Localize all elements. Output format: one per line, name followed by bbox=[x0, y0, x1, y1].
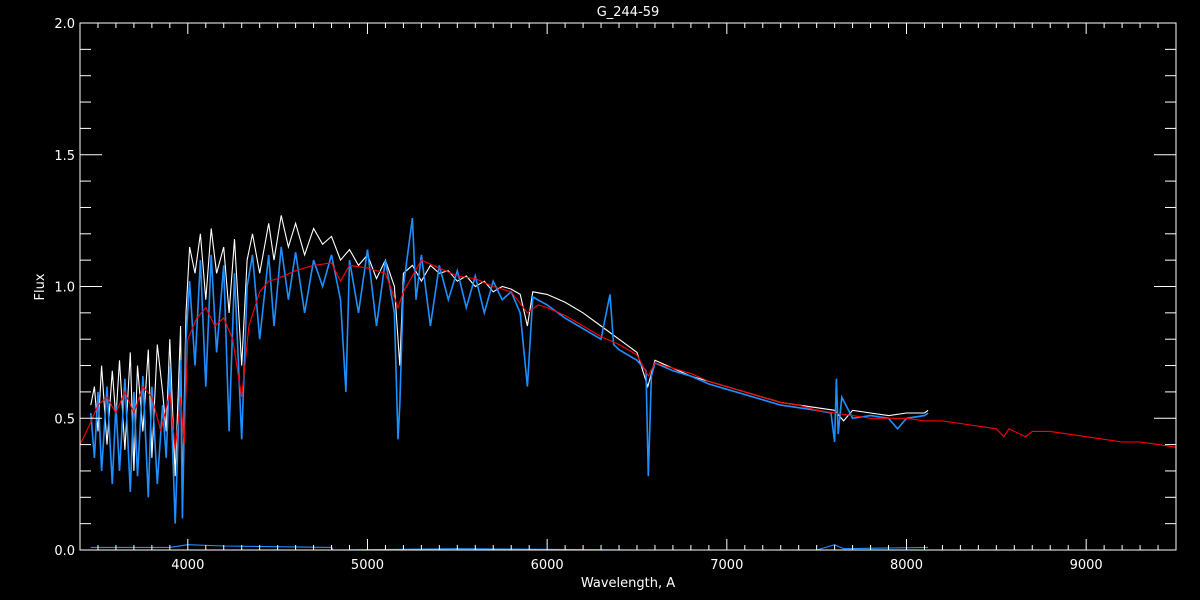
y-tick-label: 1.0 bbox=[54, 281, 75, 296]
axes-layer: 4000 5000 6000 7000 8000 9000 0.0 0.5 1.0 1.5 2.0 bbox=[54, 17, 1177, 573]
x-tick-label: 9000 bbox=[1070, 558, 1103, 573]
x-tick-label: 6000 bbox=[531, 558, 564, 573]
y-tick-label: 0.0 bbox=[54, 544, 75, 559]
series-layer bbox=[79, 215, 1177, 551]
series-line-1 bbox=[90, 217, 929, 524]
y-axis-label: Flux bbox=[33, 273, 48, 300]
y-tick-label: 0.5 bbox=[54, 412, 75, 427]
y-tick-label: 2.0 bbox=[54, 17, 75, 32]
x-tick-label: 5000 bbox=[351, 558, 384, 573]
plot-frame bbox=[79, 22, 1177, 551]
x-tick-label: 7000 bbox=[710, 558, 743, 573]
x-tick-label: 8000 bbox=[890, 558, 923, 573]
x-axis-label: Wavelength, A bbox=[581, 576, 675, 591]
series-line-3 bbox=[90, 544, 929, 551]
series-line-2 bbox=[79, 259, 1177, 450]
y-tick-label: 1.5 bbox=[54, 149, 75, 164]
series-line-0 bbox=[90, 215, 929, 498]
x-tick-label: 4000 bbox=[171, 558, 204, 573]
chart-title: G_244-59 bbox=[597, 5, 660, 20]
